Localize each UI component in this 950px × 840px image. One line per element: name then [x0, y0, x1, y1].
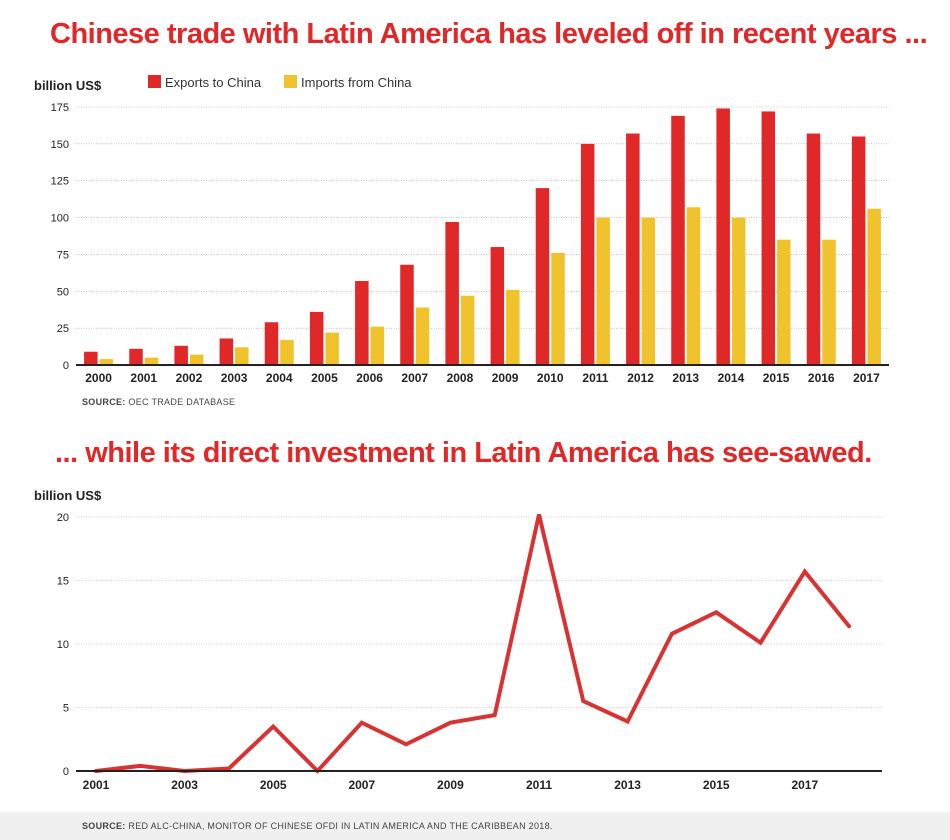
y-axis-unit-label: billion US$: [34, 78, 102, 93]
x-tick-label: 2009: [437, 778, 464, 792]
source-label: SOURCE:: [82, 397, 126, 407]
bar-imports: [370, 326, 385, 365]
x-tick-label: 2005: [260, 778, 287, 792]
y-tick-label: 0: [63, 360, 69, 372]
bar-exports: [806, 133, 821, 365]
bar-exports: [671, 115, 685, 366]
y-tick-label: 5: [63, 703, 69, 715]
bar-imports: [822, 239, 836, 365]
bar-imports: [867, 208, 881, 365]
x-tick-label: 2009: [492, 371, 519, 385]
bar-exports: [400, 264, 414, 365]
bar-imports: [460, 295, 475, 365]
bar-imports: [641, 217, 656, 365]
x-tick-label: 2010: [537, 371, 564, 385]
x-tick-label: 2012: [627, 371, 654, 385]
bar-imports: [551, 252, 565, 365]
legend-label: Imports from China: [301, 75, 412, 90]
x-tick-label: 2003: [171, 778, 198, 792]
bar-exports: [445, 221, 459, 365]
bar-exports: [761, 111, 776, 366]
x-tick-label: 2015: [703, 778, 730, 792]
source-text: OEC TRADE DATABASE: [128, 397, 236, 407]
x-tick-label: 2016: [808, 371, 835, 385]
bar-exports: [851, 136, 866, 365]
bar-imports: [596, 217, 610, 365]
legend-swatch: [284, 75, 297, 88]
bar-imports: [144, 357, 159, 365]
y-tick-label: 100: [51, 213, 69, 225]
bar-exports: [535, 188, 550, 365]
y-tick-label: 75: [57, 249, 69, 261]
source-label: SOURCE:: [82, 821, 126, 831]
x-tick-label: 2008: [447, 371, 474, 385]
x-tick-label: 2017: [791, 778, 818, 792]
y-tick-label: 25: [57, 323, 69, 335]
bar-exports: [219, 338, 234, 365]
x-tick-label: 2003: [221, 371, 248, 385]
y-tick-label: 175: [51, 102, 69, 114]
y-tick-label: 125: [51, 176, 69, 188]
bar-imports: [686, 207, 701, 365]
legend-swatch: [148, 75, 161, 88]
y-axis-unit-label: billion US$: [34, 488, 102, 503]
bar-exports: [174, 345, 188, 365]
bar-imports: [235, 347, 249, 365]
source-note-top: SOURCE: OEC TRADE DATABASE: [82, 397, 235, 407]
bar-exports: [129, 348, 143, 365]
bar-exports: [716, 108, 730, 365]
x-tick-label: 2000: [85, 371, 112, 385]
x-tick-label: 2002: [176, 371, 203, 385]
chart-title-bottom: ... while its direct investment in Latin…: [55, 437, 872, 469]
y-tick-label: 15: [57, 576, 69, 588]
x-tick-label: 2011: [582, 371, 608, 385]
source-note-bottom: SOURCE: RED ALC-CHINA, MONITOR OF CHINES…: [82, 821, 553, 831]
bar-imports: [189, 354, 204, 365]
bar-exports: [626, 133, 640, 365]
bar-imports: [506, 289, 520, 365]
x-tick-label: 2005: [311, 371, 338, 385]
legend-label: Exports to China: [165, 75, 262, 90]
x-tick-label: 2007: [348, 778, 375, 792]
x-tick-label: 2001: [130, 371, 157, 385]
bar-imports: [731, 217, 746, 365]
x-tick-label: 2011: [526, 778, 552, 792]
chart-title-top: Chinese trade with Latin America has lev…: [50, 18, 928, 50]
x-tick-label: 2015: [763, 371, 790, 385]
x-tick-label: 2017: [853, 371, 880, 385]
x-tick-label: 2007: [401, 371, 428, 385]
y-tick-label: 20: [57, 512, 69, 524]
bar-exports: [490, 247, 505, 365]
bar-exports: [264, 322, 279, 365]
bar-exports: [309, 311, 324, 365]
bar-exports: [355, 280, 369, 365]
y-tick-label: 10: [57, 639, 69, 651]
bar-imports: [325, 332, 339, 365]
bar-imports: [415, 307, 430, 365]
x-tick-label: 2014: [718, 371, 745, 385]
bar-exports: [84, 351, 98, 365]
x-tick-label: 2001: [83, 778, 110, 792]
y-tick-label: 50: [57, 286, 69, 298]
x-tick-label: 2004: [266, 371, 293, 385]
y-tick-label: 150: [51, 139, 69, 151]
x-tick-label: 2013: [614, 778, 641, 792]
y-tick-label: 0: [63, 766, 69, 778]
x-tick-label: 2006: [356, 371, 383, 385]
bar-imports: [280, 339, 294, 365]
bar-exports: [580, 143, 595, 365]
bar-imports: [99, 359, 114, 365]
x-tick-label: 2013: [672, 371, 699, 385]
source-text: RED ALC-CHINA, MONITOR OF CHINESE OFDI I…: [128, 821, 553, 831]
investment-line: [94, 514, 852, 774]
footer-band: [0, 812, 950, 840]
bar-imports: [777, 239, 791, 365]
